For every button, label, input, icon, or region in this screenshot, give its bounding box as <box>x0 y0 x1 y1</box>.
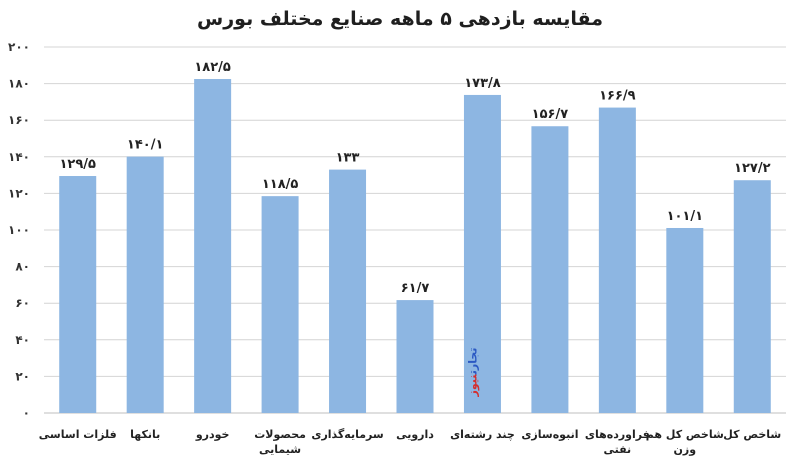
y-tick-label: ۱۸۰ <box>8 77 30 91</box>
x-tick-line: فراورده‌های <box>585 428 650 441</box>
x-tick-line: خودرو <box>195 428 230 441</box>
watermark-logo: تجارتنیوز <box>466 348 479 398</box>
x-tick-line: انبوه‌سازی <box>521 428 578 441</box>
data-labels: ۱۲۹/۵ ۱۴۰/۱ ۱۸۲/۵ ۱۱۸/۵ ۱۳۳ ۶۱/۷ ۱۷۳/۸ ۱۵۶/۷ ۱۶۶… <box>59 60 770 296</box>
bar <box>261 196 299 413</box>
data-label: ۱۵۶/۷ <box>532 107 569 122</box>
x-tick-label: فراورده‌های نفتی <box>585 428 650 456</box>
bar <box>463 94 501 414</box>
x-tick-line: بانکها <box>130 428 160 441</box>
data-label: ۱۶۶/۹ <box>599 89 636 104</box>
bar <box>598 107 636 413</box>
x-tick-label: انبوه‌سازی <box>521 428 578 441</box>
y-tick-label: ۴۰ <box>15 333 30 347</box>
data-label: ۱۴۰/۱ <box>127 138 164 153</box>
data-label: ۱۸۲/۵ <box>194 60 231 75</box>
y-tick-label: ۶۰ <box>15 296 30 310</box>
x-tick-line: دارویی <box>396 428 434 441</box>
bar <box>329 169 367 413</box>
y-tick-label: ۱۴۰ <box>8 150 30 164</box>
bar <box>59 176 97 413</box>
watermark-part2: نیوز <box>466 374 479 398</box>
x-axis-ticks: فلزات اساسی بانکها خودرو محصولات شیمایی سرمای… <box>39 428 781 456</box>
y-tick-label: ۱۶۰ <box>8 113 30 127</box>
x-tick-line: شیمایی <box>259 443 301 456</box>
data-label: ۶۱/۷ <box>401 281 430 296</box>
x-tick-line: سرمایه‌گذاری <box>311 428 383 441</box>
x-tick-label: فلزات اساسی <box>39 428 117 441</box>
watermark-part1: تجارت <box>466 348 479 376</box>
data-label: ۱۲۹/۵ <box>59 157 96 172</box>
data-label: ۱۲۷/۲ <box>734 161 771 176</box>
x-tick-line: چند رشته‌ای <box>450 428 515 441</box>
y-tick-label: ۰ <box>23 406 30 420</box>
data-label: ۱۳۳ <box>336 151 360 166</box>
x-tick-label: خودرو <box>195 428 230 441</box>
x-tick-line: محصولات <box>254 428 306 441</box>
y-tick-label: ۸۰ <box>15 260 30 274</box>
chart-title: مقایسه بازدهی ۵ ماهه صنایع مختلف بورس <box>197 8 603 30</box>
y-axis-ticks: ۰ ۲۰ ۴۰ ۶۰ ۸۰ ۱۰۰ ۱۲۰ ۱۴۰ ۱۶۰ ۱۸۰ ۲۰۰ <box>8 40 30 420</box>
x-tick-label: بانکها <box>130 428 160 441</box>
y-tick-label: ۱۲۰ <box>8 186 30 200</box>
y-tick-label: ۲۰ <box>15 369 30 383</box>
data-label: ۱۱۸/۵ <box>262 177 299 192</box>
y-tick-label: ۱۰۰ <box>8 223 30 237</box>
gridlines <box>44 46 786 414</box>
data-label: ۱۷۳/۸ <box>464 76 501 91</box>
bar <box>733 180 771 413</box>
x-tick-line: وزن <box>674 443 697 456</box>
bars <box>59 79 771 414</box>
x-tick-line: فلزات اساسی <box>39 428 117 441</box>
data-label: ۱۰۱/۱ <box>667 209 704 224</box>
x-tick-label: سرمایه‌گذاری <box>311 428 383 441</box>
x-tick-label: شاخص کل <box>723 428 781 441</box>
bar <box>666 227 704 413</box>
x-tick-label: محصولات شیمایی <box>254 428 306 456</box>
x-tick-label: چند رشته‌ای <box>450 428 515 441</box>
y-tick-label: ۲۰۰ <box>8 40 30 54</box>
bar <box>126 156 164 413</box>
x-tick-line: شاخص کل <box>723 428 781 441</box>
x-tick-label: شاخص کل هم وزن <box>646 428 724 456</box>
x-tick-line: نفتی <box>604 443 632 456</box>
x-tick-label: دارویی <box>396 428 434 441</box>
bar <box>531 126 569 413</box>
bar <box>396 300 434 413</box>
x-tick-line: شاخص کل هم <box>646 428 724 441</box>
bar <box>194 79 232 414</box>
